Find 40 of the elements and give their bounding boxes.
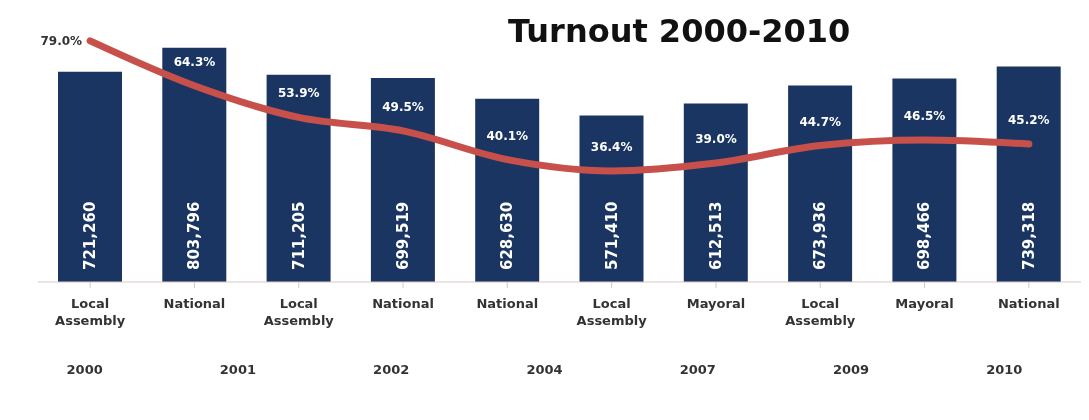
x-tick-label: Local Assembly [263, 296, 335, 328]
data-label: 46.5% [903, 109, 946, 124]
data-label: 673,936 [811, 201, 830, 270]
x-tick-label: National [372, 296, 434, 311]
data-label: 49.5% [382, 99, 424, 114]
data-label: 44.7% [799, 114, 842, 129]
data-label: 39.0% [695, 131, 737, 146]
text: 2009 [832, 362, 870, 377]
data-label: 79.0% [40, 33, 83, 48]
data-label: 739,318 [1019, 201, 1038, 270]
data-label: 40.1% [486, 128, 529, 143]
data-label: 803,796 [185, 201, 204, 270]
data-label: 64.3% [173, 54, 216, 69]
bar [996, 66, 1061, 282]
x-tick-label: Local Assembly [55, 296, 126, 328]
data-label: 571,410 [602, 201, 621, 270]
data-label: 698,466 [915, 201, 934, 270]
x-tick-label: National [997, 296, 1060, 311]
text: 2000 [66, 362, 103, 377]
x-tick-label: Mayoral [895, 296, 954, 311]
x-tick-label: National [163, 296, 226, 311]
data-label: 721,260 [81, 201, 99, 270]
text: 2002 [373, 362, 410, 377]
chart-title: Turnout 2000-2010 [508, 12, 851, 50]
data-label: 699,519 [393, 201, 412, 270]
data-label: 711,205 [289, 201, 308, 270]
data-label: 628,630 [498, 201, 517, 270]
text: 2004 [526, 362, 563, 377]
x-tick-label: Local Assembly [785, 296, 856, 328]
x-tick-label: Local Assembly [576, 296, 648, 328]
data-label: 36.4% [590, 139, 633, 154]
x-tick-label: Mayoral [686, 296, 746, 311]
data-label: 612,513 [706, 201, 725, 270]
data-label: 45.2% [1008, 113, 1050, 128]
text: 2007 [679, 362, 716, 377]
data-label: 53.9% [277, 86, 320, 101]
text: 2001 [219, 362, 257, 377]
bar [58, 71, 122, 282]
x-tick-label: National [476, 296, 539, 311]
text: 2010 [986, 362, 1023, 377]
